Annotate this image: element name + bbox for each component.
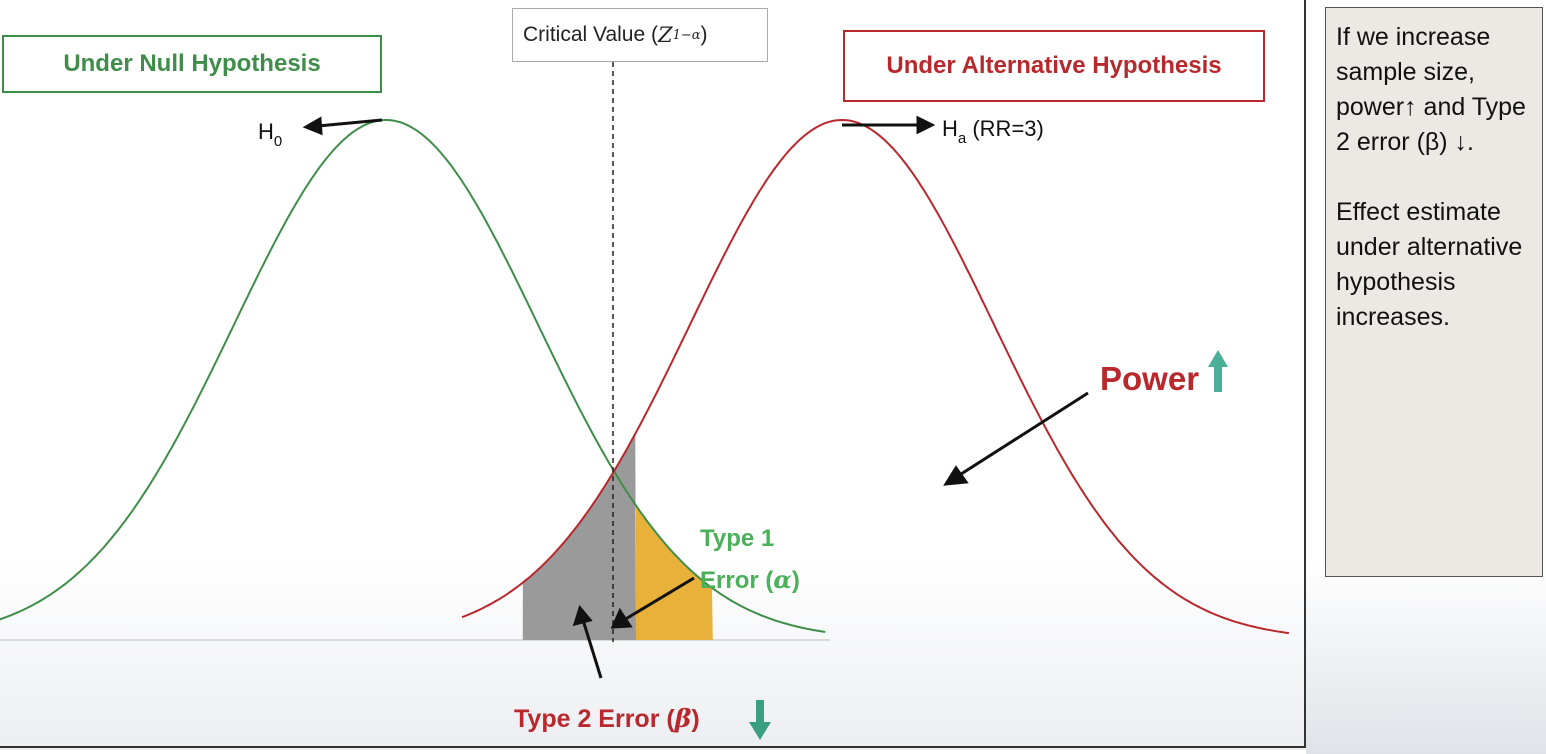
power-label: Power (1100, 360, 1199, 397)
type1-error-area (636, 505, 713, 640)
note-paragraph-2: Effect estimate under alternative hypoth… (1336, 198, 1523, 331)
power-arrow (957, 391, 1089, 478)
type2-down-arrow-icon (749, 700, 771, 740)
h0-arrow (317, 118, 383, 128)
type1-arrowhead (610, 607, 633, 629)
type1-label-line2: Error (α) (700, 565, 800, 594)
type1-label-line1: Type 1 (700, 525, 774, 552)
ha-label: Ha (RR=3) (942, 116, 1044, 147)
type2-arrowhead (572, 604, 593, 627)
alternative-distribution-curve (461, 118, 1290, 635)
ha-arrowhead (916, 115, 936, 135)
type1-arrow (623, 576, 695, 622)
type2-arrow (581, 619, 603, 679)
h0-label: H0 (258, 119, 282, 150)
explanation-note: If we increase sample size, power↑ and T… (1325, 7, 1543, 577)
type2-label: Type 2 Error (β) (514, 704, 700, 733)
alternative-hypothesis-label: Under Alternative Hypothesis (843, 30, 1265, 102)
type2-error-area (522, 433, 636, 640)
power-up-arrow-icon (1208, 350, 1228, 392)
power-arrowhead (943, 465, 969, 486)
note-paragraph-1: If we increase sample size, power↑ and T… (1336, 23, 1526, 156)
right-background-shade (1306, 560, 1546, 754)
null-distribution-curve (0, 119, 826, 633)
hypothesis-diagram: H0 Ha (RR=3) Power Type 1 Error (α) Type… (0, 62, 1290, 740)
h0-arrowhead (302, 116, 323, 136)
null-hypothesis-label: Under Null Hypothesis (2, 35, 382, 93)
critical-value-label: Critical Value (Z 1−α) (512, 8, 768, 62)
